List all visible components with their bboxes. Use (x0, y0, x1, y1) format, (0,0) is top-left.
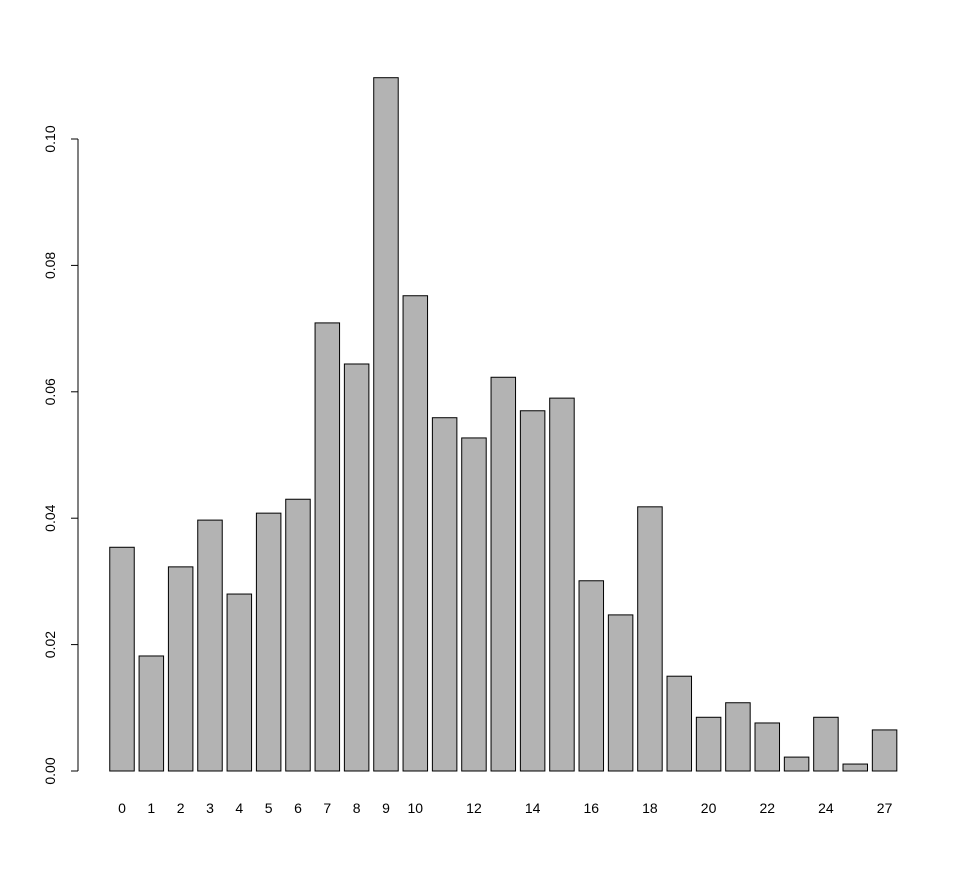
x-tick-label: 14 (525, 800, 541, 816)
x-tick-label: 4 (235, 800, 243, 816)
bar (373, 77, 399, 772)
bar (490, 376, 517, 772)
bar (637, 506, 663, 772)
x-tick-label: 3 (206, 800, 214, 816)
bar (666, 675, 693, 772)
x-tick-label: 8 (353, 800, 361, 816)
x-tick-label: 16 (583, 800, 599, 816)
bar (431, 417, 458, 772)
y-tick-label: 0.08 (42, 252, 58, 279)
bar (402, 295, 429, 772)
x-tick-label: 5 (265, 800, 273, 816)
y-tick-label: 0.04 (42, 504, 58, 531)
bar (109, 546, 135, 772)
bar (813, 716, 839, 772)
x-tick-label: 2 (177, 800, 185, 816)
bar (285, 498, 311, 772)
x-tick-label: 12 (466, 800, 482, 816)
y-tick-label: 0.06 (42, 378, 58, 405)
bar (314, 322, 341, 772)
bar (725, 702, 751, 772)
y-tick-label: 0.10 (42, 125, 58, 152)
x-tick-label: 24 (818, 800, 834, 816)
x-tick-label: 18 (642, 800, 658, 816)
y-tick-label: 0.00 (42, 757, 58, 784)
bar (842, 763, 868, 772)
bar (607, 614, 634, 772)
bar (695, 716, 722, 772)
x-tick-label: 9 (382, 800, 390, 816)
x-tick-label: 27 (877, 800, 893, 816)
bar (519, 410, 546, 772)
bar (197, 519, 223, 772)
x-tick-label: 0 (118, 800, 126, 816)
bar (871, 729, 898, 772)
y-tick-label: 0.02 (42, 631, 58, 658)
x-tick-label: 10 (408, 800, 424, 816)
bar (754, 722, 781, 772)
bar (461, 437, 487, 772)
x-tick-label: 6 (294, 800, 302, 816)
bar (226, 593, 253, 772)
x-tick-label: 1 (147, 800, 155, 816)
bar (138, 655, 165, 772)
bar (549, 397, 575, 772)
x-tick-label: 7 (323, 800, 331, 816)
bar (578, 580, 605, 772)
x-tick-label: 22 (759, 800, 775, 816)
bar (783, 756, 810, 772)
bar (255, 512, 282, 772)
bar (343, 363, 370, 772)
bar (167, 566, 194, 772)
x-tick-label: 20 (701, 800, 717, 816)
